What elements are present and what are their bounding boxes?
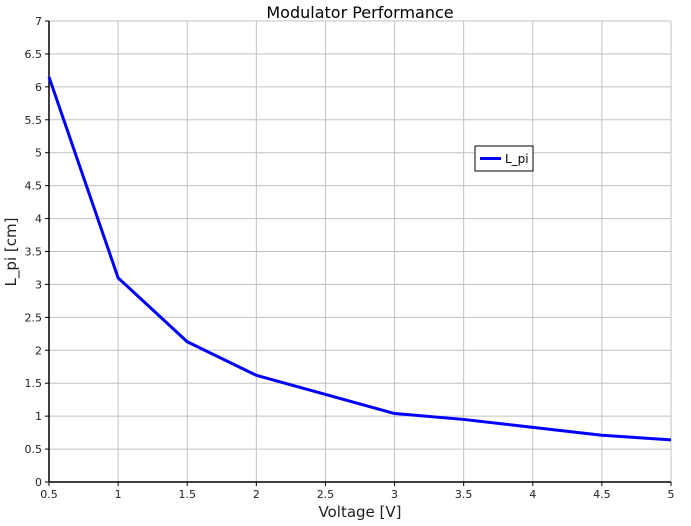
- y-tick-label: 1.5: [25, 377, 43, 390]
- legend-label: L_pi: [505, 152, 529, 166]
- x-tick-label: 1.5: [178, 488, 196, 501]
- x-tick-label: 2.5: [317, 488, 335, 501]
- y-tick-label: 6.5: [25, 48, 43, 61]
- x-tick-label: 3: [391, 488, 398, 501]
- y-tick-label: 4.5: [25, 180, 43, 193]
- chart-title: Modulator Performance: [266, 3, 453, 22]
- y-tick-label: 4: [35, 213, 42, 226]
- y-tick-label: 5.5: [25, 114, 43, 127]
- x-tick-label: 3.5: [455, 488, 473, 501]
- grid: [48, 20, 672, 483]
- y-tick-label: 2.5: [25, 311, 43, 324]
- x-tick-label: 1: [115, 488, 122, 501]
- y-tick-label: 0: [35, 476, 42, 489]
- y-axis-label: L_pi [cm]: [2, 218, 21, 287]
- y-tick-label: 3.5: [25, 246, 43, 259]
- y-tick-label: 7: [35, 15, 42, 28]
- y-tick-label: 6: [35, 81, 42, 94]
- x-tick-label: 4: [529, 488, 536, 501]
- series-line-L_pi: [47, 76, 672, 442]
- y-tick-label: 3: [35, 278, 42, 291]
- x-tick-label: 2: [253, 488, 260, 501]
- series: [47, 76, 672, 442]
- x-tick-label: 0.5: [40, 488, 58, 501]
- x-tick-label: 4.5: [593, 488, 611, 501]
- y-tick-label: 0.5: [25, 443, 43, 456]
- legend: L_pi: [474, 145, 534, 172]
- y-tick-label: 5: [35, 147, 42, 160]
- x-axis-label: Voltage [V]: [319, 503, 402, 521]
- axes: 0.5 1 1.5 2 2.5 3 3.5 4 4.5 500.511.522.533.544.5…: [25, 15, 675, 501]
- y-tick-label: 1: [35, 410, 42, 423]
- y-tick-label: 2: [35, 344, 42, 357]
- x-tick-label: 5: [668, 488, 675, 501]
